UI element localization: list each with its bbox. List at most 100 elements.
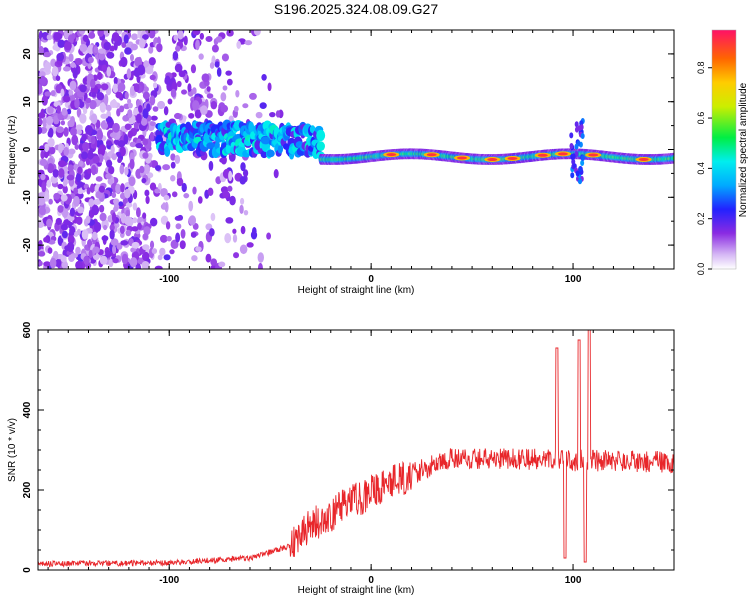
- spectrogram-cell: [62, 185, 68, 194]
- spectrogram-cell: [127, 109, 133, 119]
- spectrogram-cell: [46, 179, 52, 188]
- spectrogram-cell: [180, 228, 186, 239]
- spectrogram-cell: [101, 64, 108, 73]
- spectrogram-cell: [77, 181, 84, 188]
- spectrogram-cell: [58, 143, 63, 154]
- spectrogram-cell: [76, 216, 83, 225]
- spectrogram-cell: [119, 164, 125, 175]
- colorbar-tick-label: 0.8: [696, 61, 706, 74]
- spectrogram-cell: [121, 253, 129, 265]
- spectrogram-cell: [74, 231, 79, 237]
- spectrogram-cell: [266, 149, 275, 158]
- spectrogram-cell: [112, 245, 117, 255]
- spectrogram-cell: [149, 121, 156, 127]
- spectrogram-cell: [171, 191, 178, 198]
- spectrogram-cell: [97, 71, 103, 81]
- y-tick-label: 400: [22, 401, 33, 418]
- spectrogram-cell: [174, 215, 183, 221]
- spectrogram-cell: [125, 229, 132, 237]
- spectrogram-cell: [67, 164, 74, 173]
- spectrogram-cell: [100, 113, 109, 119]
- spectrogram-cell: [487, 158, 498, 162]
- spectrogram-cell: [91, 92, 97, 98]
- spectrogram-cell: [44, 61, 52, 73]
- spectrogram-cell: [240, 225, 246, 235]
- spectrogram-cell: [78, 100, 85, 109]
- spectrogram-cell: [63, 95, 71, 103]
- spectrogram-cell: [124, 188, 131, 199]
- spectrogram-cell: [159, 234, 168, 243]
- spectrogram-cell: [150, 115, 158, 121]
- spectrogram-cell: [113, 206, 119, 212]
- colorbar-label: Normalized spectral amplitude: [738, 82, 749, 217]
- spectrogram-cell: [85, 124, 93, 135]
- spectrogram-cell: [570, 172, 575, 179]
- spectrogram-cell: [77, 166, 83, 175]
- spectrogram-cell: [110, 145, 115, 155]
- spectrogram-cell: [90, 135, 96, 145]
- spectrogram-cell: [222, 190, 230, 199]
- spectrogram-cell: [56, 105, 61, 114]
- spectrogram-cell: [190, 232, 197, 238]
- y-tick-label: 0: [22, 146, 33, 152]
- spectrogram-cell: [81, 133, 87, 142]
- spectrogram-cell: [38, 192, 44, 199]
- spectrogram-cell: [108, 165, 115, 175]
- spectrogram-cell: [78, 30, 86, 35]
- y-tick-label: 0: [22, 567, 33, 573]
- snr-y-label: SNR (10 * v/v): [7, 418, 18, 482]
- spectrogram-cell: [46, 218, 53, 228]
- spectrogram-cell: [149, 131, 155, 142]
- spectrogram-cell: [70, 127, 78, 136]
- spectrogram-cell: [164, 75, 171, 85]
- spectrogram-cell: [93, 221, 102, 232]
- y-tick-label: 10: [22, 96, 33, 108]
- spectrogram-cell: [97, 30, 104, 37]
- spectrogram-cell: [75, 172, 82, 183]
- spectrogram-cell: [117, 157, 122, 164]
- spectrogram-cell: [177, 30, 184, 40]
- spectrogram-cell: [137, 30, 142, 36]
- spectrogram-cell: [569, 132, 574, 139]
- spectrogram-cell: [85, 215, 91, 224]
- spectrogram-cell: [249, 92, 257, 100]
- spectrogram-cell: [47, 247, 53, 254]
- spectrogram-cell: [85, 97, 92, 104]
- spectrogram-cell: [181, 182, 187, 193]
- spectrogram-cell: [218, 261, 226, 268]
- spectrogram-cell: [178, 70, 186, 78]
- spectrogram-cell: [68, 254, 75, 263]
- y-tick-label: -10: [22, 190, 33, 205]
- colorbar-tick-label: 0.4: [696, 162, 706, 175]
- spectrogram-cell: [82, 107, 88, 115]
- spectrogram-cell: [92, 246, 100, 254]
- y-tick-label: -20: [22, 237, 33, 252]
- spectrogram-cell: [57, 183, 64, 190]
- colorbar-ticks: 0.0 0.2 0.4 0.6 0.8: [696, 61, 712, 275]
- spectrogram-cell: [236, 40, 242, 49]
- spectrogram-cell: [50, 90, 56, 97]
- spectrogram-cell: [141, 260, 150, 269]
- spectrogram-cell: [39, 71, 46, 78]
- spectrogram-cell: [67, 234, 75, 245]
- spectrogram-cell: [142, 34, 149, 40]
- spectrogram-cell: [75, 58, 83, 66]
- spectrogram-cell: [210, 258, 218, 266]
- spectrogram-cell: [49, 257, 57, 269]
- spectrogram-cell: [149, 182, 157, 191]
- spectrogram-cell: [99, 102, 107, 113]
- spectrogram-cell: [90, 78, 96, 89]
- spectrogram-cell: [76, 188, 84, 195]
- spectrogram-cell: [220, 104, 229, 113]
- spectrogram-cell: [222, 85, 228, 91]
- spectrogram-cell: [579, 124, 584, 131]
- spectrogram-cell: [41, 181, 47, 193]
- spectrogram-cell: [259, 102, 267, 109]
- spectrogram-cell: [205, 253, 212, 263]
- spectrogram-cell: [183, 193, 190, 199]
- spectrogram-cell: [110, 238, 119, 246]
- y-tick-label: 20: [22, 48, 33, 60]
- spectrogram-cell: [79, 44, 88, 53]
- spectrogram-cell: [260, 150, 268, 159]
- spectrogram-cell: [38, 251, 46, 257]
